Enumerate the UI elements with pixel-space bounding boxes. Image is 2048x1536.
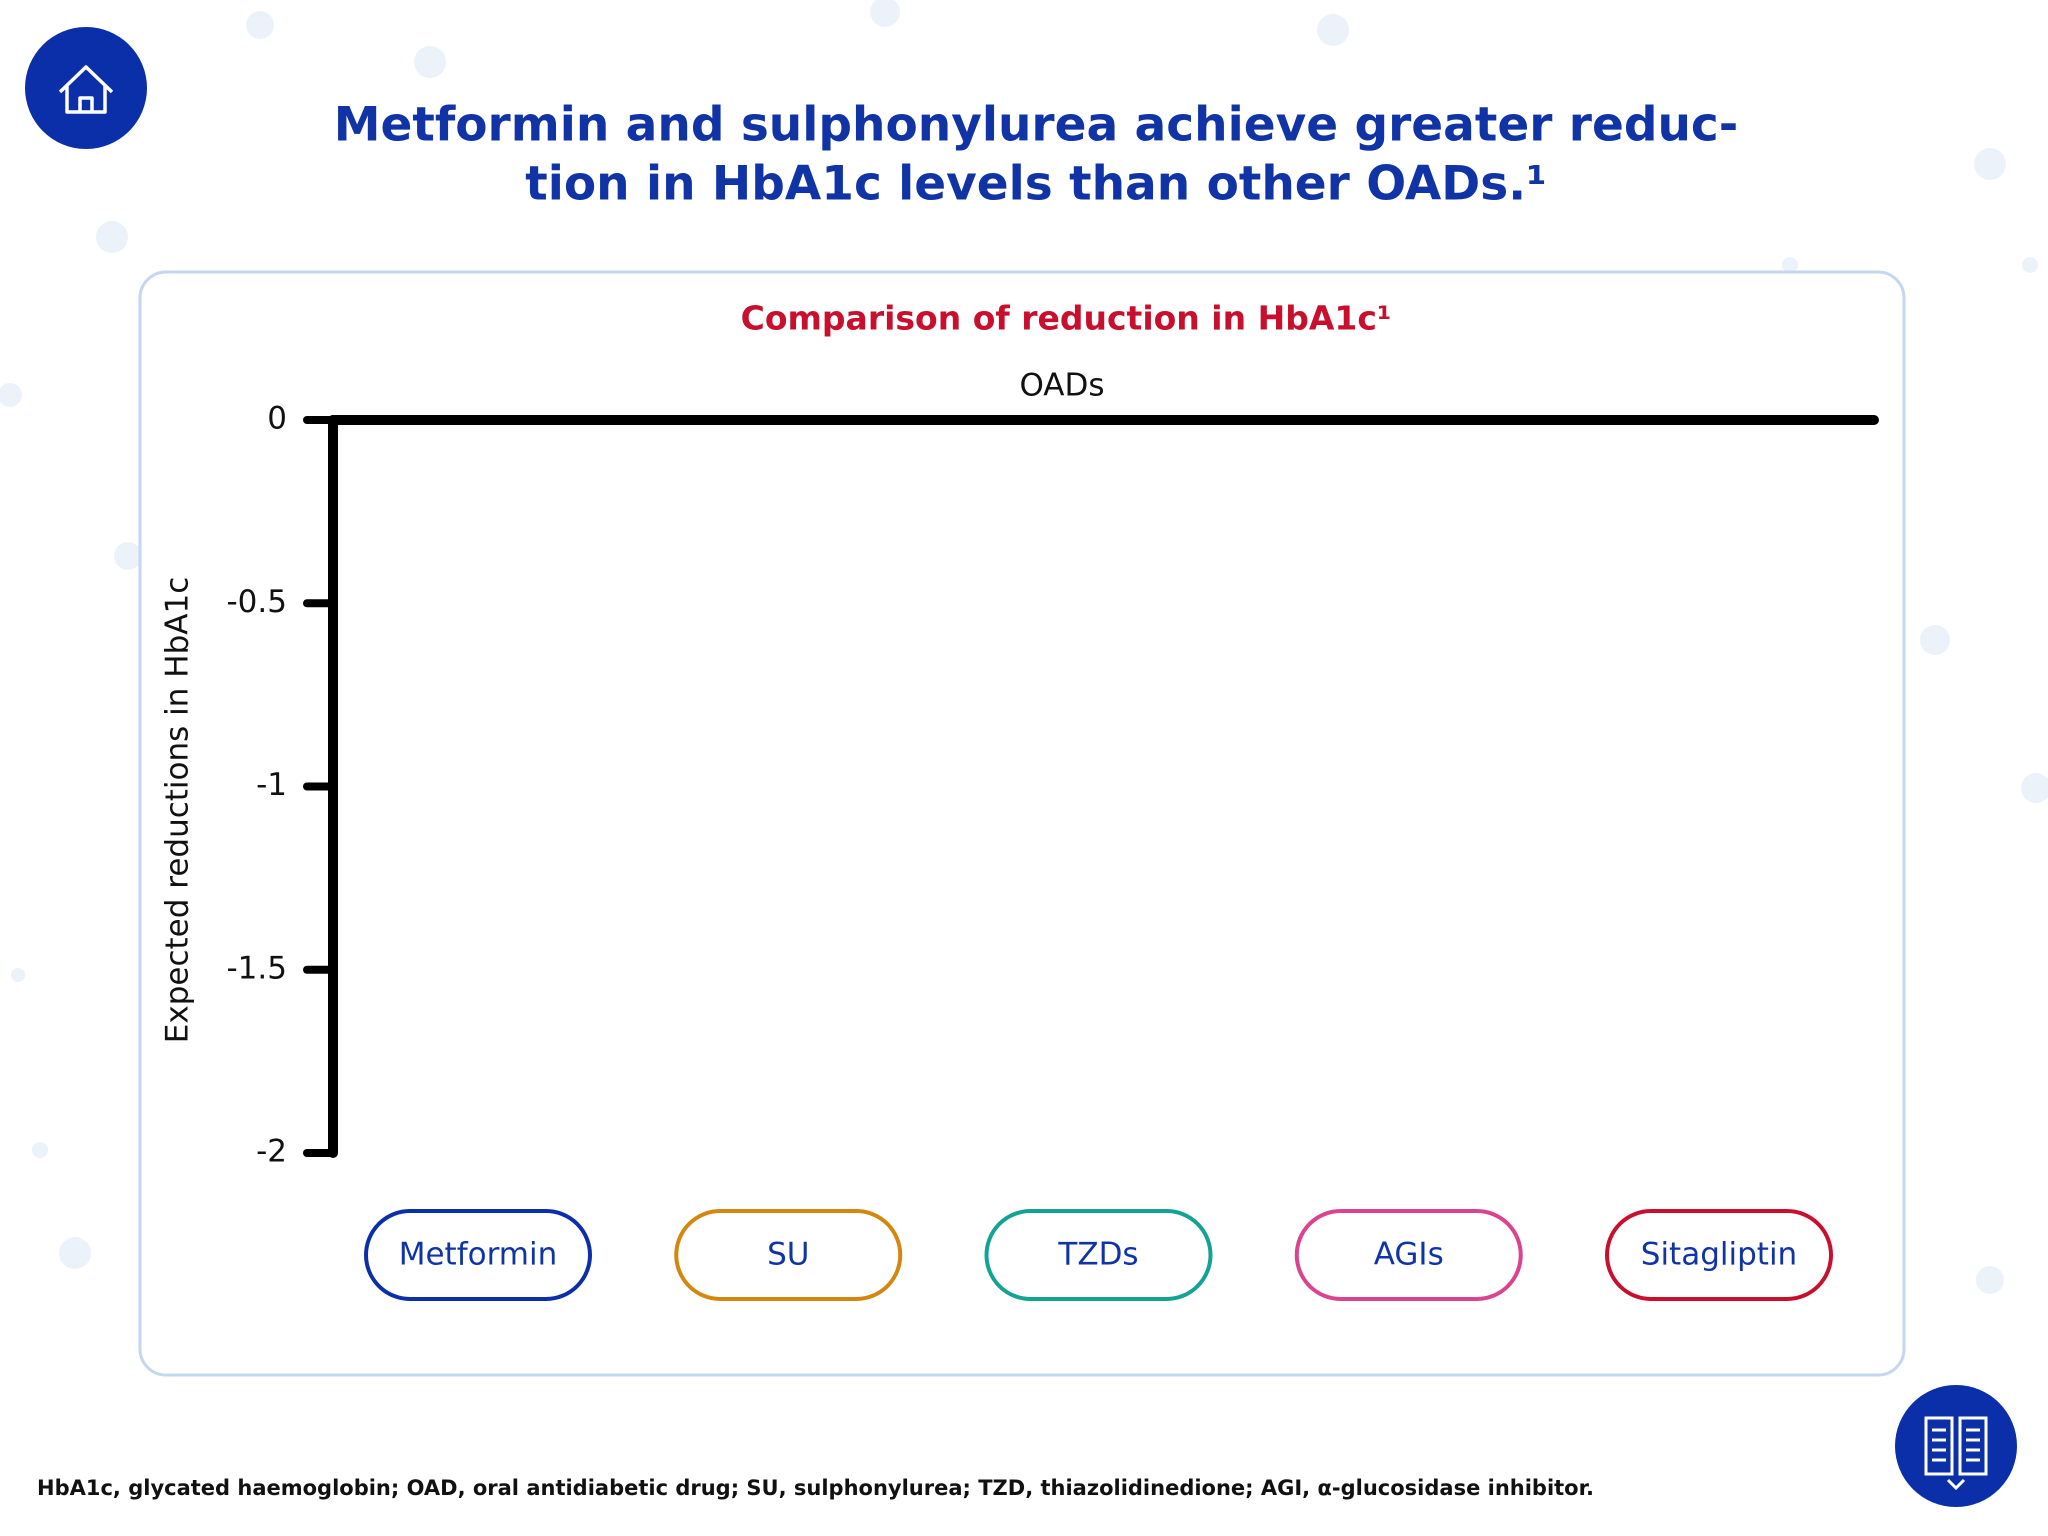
home-icon[interactable] <box>58 65 114 114</box>
category-button-shape[interactable] <box>1294 1209 1523 1301</box>
footnote: HbA1c, glycated haemoglobin; OAD, oral a… <box>37 1476 1594 1500</box>
y-axis-label: Expected reductions in HbA1c <box>160 577 196 1043</box>
y-tick-label: -1.5 <box>227 950 288 986</box>
plot: 0 -0.5 -1 -1.5 -2 Metformin SU TZDs AGIs Sitaglip… <box>227 401 1879 1301</box>
category-button[interactable]: AGIs <box>1294 1209 1523 1301</box>
category-button[interactable]: SU <box>674 1209 903 1301</box>
home-circle[interactable] <box>25 27 147 149</box>
category-button-label[interactable]: SU <box>767 1237 809 1273</box>
reference-circle[interactable] <box>1895 1385 2017 1507</box>
chart-title: Comparison of reduction in HbA1c¹ <box>741 299 1392 338</box>
category-button-label[interactable]: TZDs <box>1057 1237 1138 1273</box>
y-tick-label: -1 <box>256 767 287 803</box>
y-tick-label: 0 <box>267 401 287 437</box>
category-button-shape[interactable] <box>1605 1209 1833 1301</box>
category-button[interactable]: Sitagliptin <box>1605 1209 1833 1301</box>
category-button-label[interactable]: AGIs <box>1374 1237 1444 1273</box>
y-tick-label: -0.5 <box>227 584 288 620</box>
book-icon[interactable] <box>1924 1416 1988 1491</box>
category-button-label[interactable]: Sitagliptin <box>1641 1237 1797 1273</box>
category-button[interactable]: TZDs <box>984 1209 1213 1301</box>
category-button-shape[interactable] <box>674 1209 903 1301</box>
category-button-label[interactable]: Metformin <box>399 1237 558 1273</box>
page-title: Metformin and sulphonylurea achieve grea… <box>334 98 1739 153</box>
background-bubbles <box>0 0 2048 1294</box>
y-tick-label: -2 <box>256 1134 287 1170</box>
home-button[interactable] <box>25 27 147 149</box>
category-button-shape[interactable] <box>984 1209 1213 1301</box>
reference-button[interactable] <box>1895 1385 2017 1507</box>
category-button-shape[interactable] <box>364 1209 592 1301</box>
category-button[interactable]: Metformin <box>364 1209 592 1301</box>
chart-card <box>138 270 1906 1377</box>
page-title: tion in HbA1c levels than other OADs.¹ <box>525 157 1546 212</box>
x-axis-label: OADs <box>1019 368 1104 404</box>
